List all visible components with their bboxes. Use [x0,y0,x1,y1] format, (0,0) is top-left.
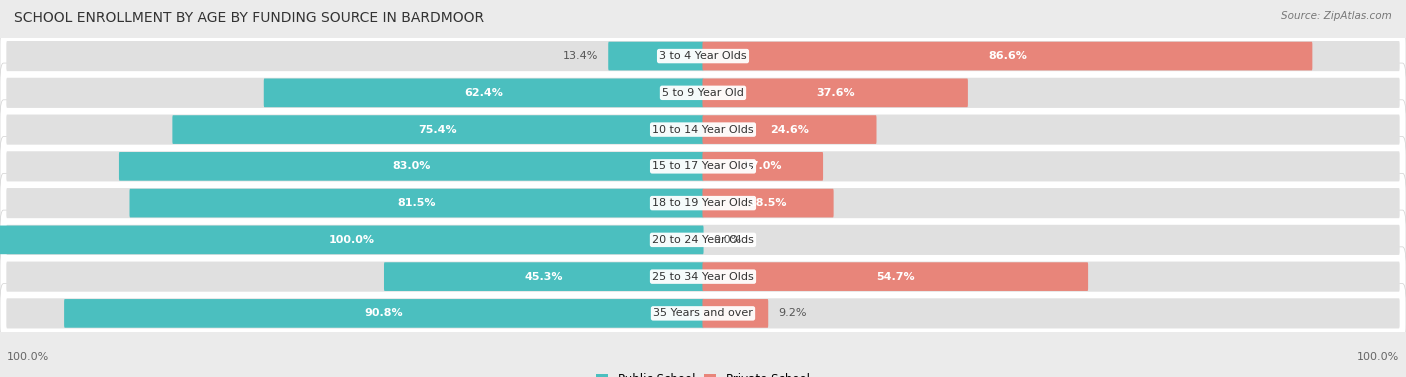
Text: 18.5%: 18.5% [749,198,787,208]
FancyBboxPatch shape [703,262,1400,292]
FancyBboxPatch shape [264,78,703,107]
FancyBboxPatch shape [6,78,704,108]
FancyBboxPatch shape [0,136,1406,196]
FancyBboxPatch shape [703,78,1400,108]
FancyBboxPatch shape [6,225,704,255]
Text: 9.2%: 9.2% [779,308,807,319]
FancyBboxPatch shape [703,262,1088,291]
Text: 35 Years and over: 35 Years and over [652,308,754,319]
FancyBboxPatch shape [703,188,1400,218]
FancyBboxPatch shape [703,298,1400,328]
Text: 13.4%: 13.4% [562,51,599,61]
Text: 24.6%: 24.6% [770,124,808,135]
Text: 10 to 14 Year Olds: 10 to 14 Year Olds [652,124,754,135]
Text: 62.4%: 62.4% [464,88,503,98]
Text: 37.6%: 37.6% [815,88,855,98]
Text: 5 to 9 Year Old: 5 to 9 Year Old [662,88,744,98]
FancyBboxPatch shape [173,115,703,144]
Text: 3 to 4 Year Olds: 3 to 4 Year Olds [659,51,747,61]
FancyBboxPatch shape [0,173,1406,233]
Text: 100.0%: 100.0% [7,352,49,362]
FancyBboxPatch shape [129,189,703,218]
Text: 25 to 34 Year Olds: 25 to 34 Year Olds [652,271,754,282]
FancyBboxPatch shape [65,299,703,328]
Text: 18 to 19 Year Olds: 18 to 19 Year Olds [652,198,754,208]
FancyBboxPatch shape [703,151,1400,181]
FancyBboxPatch shape [6,115,704,145]
FancyBboxPatch shape [120,152,703,181]
FancyBboxPatch shape [6,298,704,328]
Text: 81.5%: 81.5% [398,198,436,208]
FancyBboxPatch shape [703,152,823,181]
FancyBboxPatch shape [6,262,704,292]
Text: 75.4%: 75.4% [419,124,457,135]
FancyBboxPatch shape [0,225,703,254]
FancyBboxPatch shape [0,210,1406,270]
FancyBboxPatch shape [703,299,768,328]
Text: 86.6%: 86.6% [988,51,1026,61]
FancyBboxPatch shape [0,284,1406,343]
FancyBboxPatch shape [6,151,704,181]
FancyBboxPatch shape [0,100,1406,159]
Text: 15 to 17 Year Olds: 15 to 17 Year Olds [652,161,754,172]
FancyBboxPatch shape [703,78,967,107]
FancyBboxPatch shape [703,42,1312,70]
FancyBboxPatch shape [703,41,1400,71]
FancyBboxPatch shape [703,115,876,144]
FancyBboxPatch shape [0,247,1406,307]
Text: 0.0%: 0.0% [713,235,742,245]
FancyBboxPatch shape [703,189,834,218]
Legend: Public School, Private School: Public School, Private School [592,368,814,377]
Text: 100.0%: 100.0% [329,235,374,245]
Text: 20 to 24 Year Olds: 20 to 24 Year Olds [652,235,754,245]
Text: SCHOOL ENROLLMENT BY AGE BY FUNDING SOURCE IN BARDMOOR: SCHOOL ENROLLMENT BY AGE BY FUNDING SOUR… [14,11,484,25]
Text: 45.3%: 45.3% [524,271,562,282]
Text: 100.0%: 100.0% [1357,352,1399,362]
FancyBboxPatch shape [609,42,703,70]
FancyBboxPatch shape [6,188,704,218]
FancyBboxPatch shape [703,115,1400,145]
Text: 83.0%: 83.0% [392,161,430,172]
Text: 90.8%: 90.8% [364,308,404,319]
FancyBboxPatch shape [703,225,1400,255]
FancyBboxPatch shape [0,26,1406,86]
Text: Source: ZipAtlas.com: Source: ZipAtlas.com [1281,11,1392,21]
FancyBboxPatch shape [0,63,1406,123]
Text: 17.0%: 17.0% [744,161,782,172]
Text: 54.7%: 54.7% [876,271,914,282]
FancyBboxPatch shape [384,262,703,291]
FancyBboxPatch shape [6,41,704,71]
